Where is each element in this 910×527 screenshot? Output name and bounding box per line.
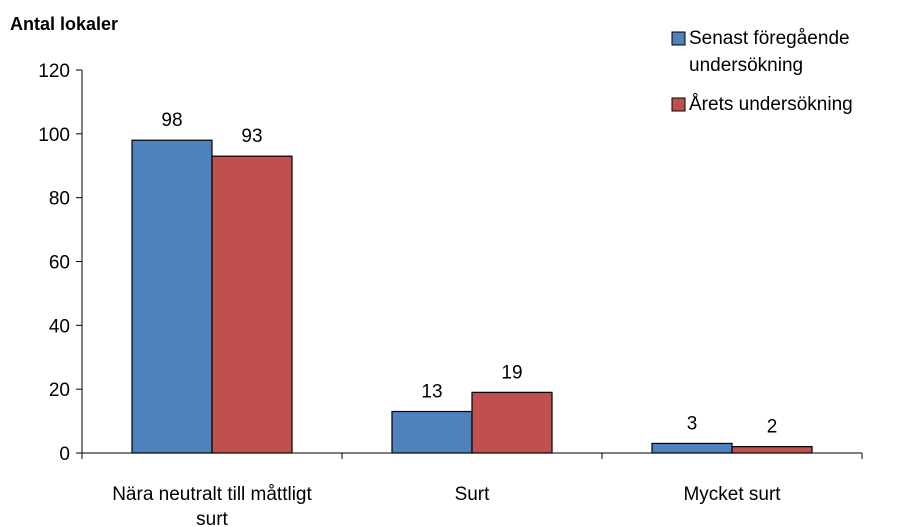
y-tick-label: 100 (38, 125, 70, 146)
y-tick-label: 40 (49, 316, 70, 337)
legend-label: Senast föregående undersökning (689, 28, 850, 76)
y-axis-ticks: 0 20 40 60 80 100 120 (38, 61, 82, 465)
legend-label: Årets undersökning (689, 94, 853, 115)
bar-value-label: 2 (767, 417, 778, 438)
axes (81, 70, 863, 459)
legend-swatch (671, 31, 686, 46)
y-axis-title: Antal lokaler (10, 14, 118, 34)
x-tick-label-line: Surt (455, 484, 491, 505)
bar-value-label: 3 (687, 413, 698, 434)
y-tick-label: 0 (59, 444, 70, 465)
y-tick-label: 60 (49, 253, 70, 274)
x-axis-ticks: Nära neutralt till måttligt surt Surt Mycke… (112, 484, 781, 527)
bar (471, 391, 553, 454)
bar-value-label: 13 (421, 382, 442, 403)
bar (211, 155, 293, 454)
legend-label-line: Årets undersökning (689, 94, 853, 115)
x-tick-label: Nära neutralt till måttligt surt (112, 484, 312, 527)
y-tick-label: 80 (49, 189, 70, 210)
bar-value-label: 98 (161, 110, 182, 131)
data-labels: 98 93 13 19 3 2 (161, 110, 777, 437)
legend-label-line: Senast föregående (689, 28, 850, 49)
legend-swatch (671, 97, 686, 112)
y-tick-label: 20 (49, 380, 70, 401)
y-tick-label: 120 (38, 61, 70, 82)
x-tick-label-line: surt (196, 509, 228, 527)
legend: Senast föregående undersökning Årets under… (671, 28, 853, 115)
bar-value-label: 19 (501, 362, 522, 383)
x-tick-label-line: Nära neutralt till måttligt (112, 484, 312, 505)
bar-value-label: 93 (241, 126, 262, 147)
legend-label-line: undersökning (689, 55, 803, 76)
bar (651, 442, 733, 454)
x-tick-label-line: Mycket surt (683, 484, 781, 505)
bar (391, 410, 473, 454)
bars (131, 139, 813, 454)
bar (131, 139, 213, 454)
x-tick-label: Surt (455, 484, 491, 505)
x-tick-label: Mycket surt (683, 484, 781, 505)
bar (731, 446, 813, 454)
